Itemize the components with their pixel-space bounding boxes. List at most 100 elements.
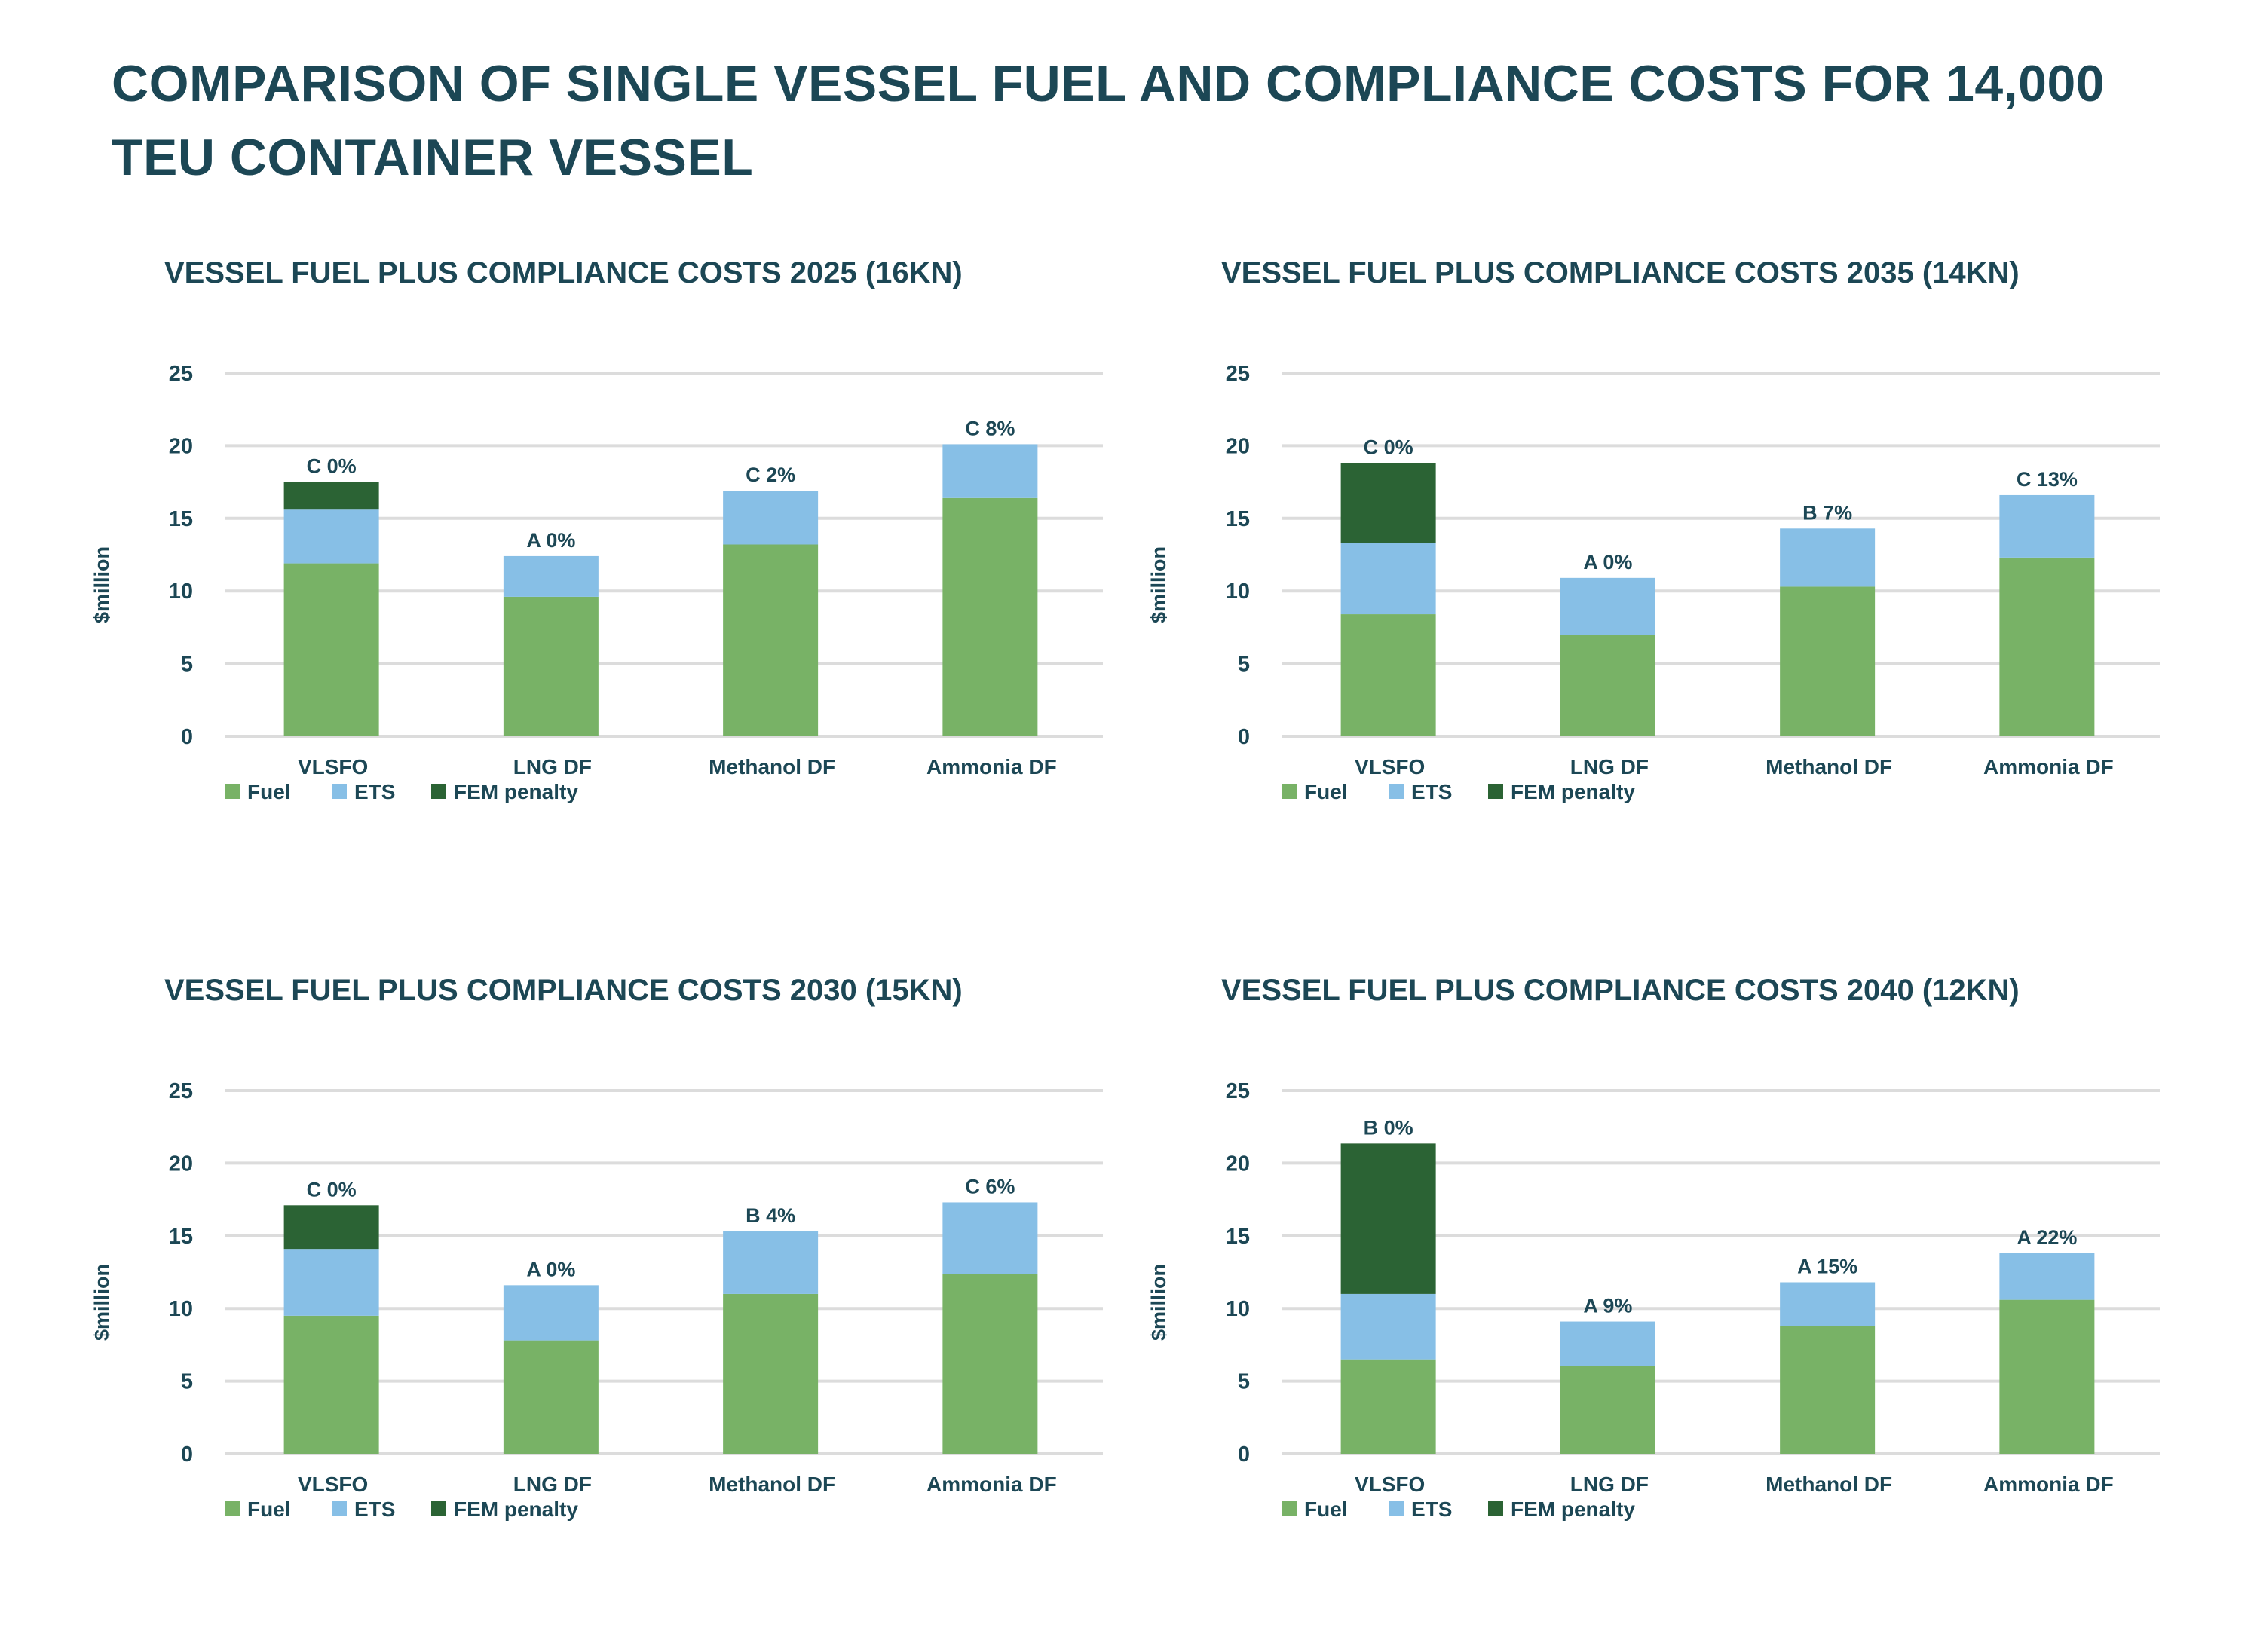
- legend-swatch: [332, 784, 347, 799]
- y-axis-title: $million: [90, 546, 113, 623]
- bar-segment-fem-penalty: [283, 1205, 379, 1250]
- data-label: A 9%: [1583, 1295, 1632, 1317]
- legend-label: ETS: [1411, 780, 1452, 803]
- data-label: A 22%: [2017, 1226, 2077, 1249]
- y-tick-label: 10: [1226, 1297, 1250, 1321]
- y-tick-label: 5: [181, 653, 193, 677]
- x-tick-label: Ammonia DF: [1983, 1473, 2114, 1496]
- y-tick-label: 5: [1238, 653, 1250, 677]
- stacked-bar-chart: 0 5 10 15 20 25 $million C 0% VLSFO A 0% LNG DF B 7…: [1147, 362, 2160, 803]
- data-label: A 15%: [1797, 1255, 1857, 1277]
- legend-swatch: [431, 784, 446, 799]
- bar-segment-ets: [1560, 1321, 1655, 1366]
- data-label: C 13%: [2017, 468, 2078, 491]
- data-label: A 0%: [526, 1258, 575, 1280]
- bar-segment-fuel: [283, 1315, 379, 1454]
- legend-swatch: [1282, 784, 1297, 799]
- y-tick-label: 25: [169, 362, 193, 386]
- y-axis-title: $million: [1147, 1264, 1170, 1341]
- y-tick-label: 15: [1226, 1225, 1250, 1249]
- legend-swatch: [1488, 1501, 1503, 1516]
- bar-segment-ets: [1780, 1282, 1876, 1326]
- chart-panel-2040: VESSEL FUEL PLUS COMPLIANCE COSTS 2040 (…: [1147, 974, 2224, 1652]
- bar-segment-fuel: [1999, 1299, 2095, 1454]
- bar-segment-fuel: [723, 1293, 819, 1454]
- data-label: B 7%: [1802, 501, 1852, 524]
- x-tick-label: Ammonia DF: [1983, 755, 2114, 779]
- bar-segment-fuel: [1999, 557, 2095, 736]
- y-tick-label: 20: [1226, 1152, 1250, 1176]
- bar-segment-fuel: [503, 596, 599, 736]
- legend-swatch: [1389, 784, 1404, 799]
- bar-segment-fem-penalty: [283, 482, 379, 510]
- x-tick-label: Methanol DF: [1766, 1473, 1892, 1496]
- bar-segment-fuel: [942, 497, 1038, 736]
- data-label: B 4%: [746, 1204, 795, 1227]
- legend-label: Fuel: [1304, 780, 1348, 803]
- legend-label: FEM penalty: [1511, 1498, 1635, 1521]
- legend-label: FEM penalty: [1511, 780, 1635, 803]
- bar-segment-ets: [942, 444, 1038, 498]
- bar-segment-ets: [283, 1249, 379, 1316]
- y-tick-label: 25: [1226, 362, 1250, 386]
- legend-label: Fuel: [247, 780, 291, 803]
- data-label: B 0%: [1364, 1116, 1413, 1139]
- bar-segment-fuel: [1780, 1326, 1876, 1454]
- y-tick-label: 15: [169, 507, 193, 531]
- y-tick-label: 10: [169, 1297, 193, 1321]
- bar-segment-ets: [1560, 577, 1655, 635]
- stacked-bar-chart: 0 5 10 15 20 25 $million B 0% VLSFO A 9% LNG DF A 1…: [1147, 1079, 2160, 1521]
- bar-segment-fem-penalty: [1340, 1143, 1436, 1294]
- x-tick-label: Ammonia DF: [926, 755, 1057, 779]
- bar-segment-fuel: [723, 544, 819, 736]
- y-tick-label: 25: [1226, 1079, 1250, 1103]
- legend-label: Fuel: [1304, 1498, 1348, 1521]
- bar-segment-fuel: [283, 563, 379, 736]
- y-tick-label: 20: [1226, 434, 1250, 458]
- x-tick-label: VLSFO: [298, 1473, 368, 1496]
- y-tick-label: 20: [169, 434, 193, 458]
- data-label: A 0%: [1583, 551, 1632, 574]
- bar-segment-ets: [1780, 528, 1876, 587]
- page-title: COMPARISON OF SINGLE VESSEL FUEL AND COM…: [112, 55, 2105, 186]
- x-tick-label: LNG DF: [1570, 755, 1649, 779]
- x-tick-label: VLSFO: [1355, 755, 1425, 779]
- legend-swatch: [1389, 1501, 1404, 1516]
- y-axis-title: $million: [90, 1264, 113, 1341]
- x-tick-label: VLSFO: [1355, 1473, 1425, 1496]
- bar-segment-fuel: [1780, 586, 1876, 736]
- legend-swatch: [225, 1501, 240, 1516]
- legend-swatch: [1282, 1501, 1297, 1516]
- y-tick-label: 10: [169, 580, 193, 604]
- chart-panel-2030: VESSEL FUEL PLUS COMPLIANCE COSTS 2030 (…: [90, 974, 1167, 1652]
- chart-panel-2025: VESSEL FUEL PLUS COMPLIANCE COSTS 2025 (…: [90, 256, 1167, 935]
- y-tick-label: 15: [169, 1225, 193, 1249]
- y-tick-label: 20: [169, 1152, 193, 1176]
- chart-panel-2035: VESSEL FUEL PLUS COMPLIANCE COSTS 2035 (…: [1147, 256, 2224, 935]
- bar-segment-ets: [1999, 494, 2095, 558]
- y-tick-label: 0: [181, 725, 193, 749]
- x-tick-label: LNG DF: [513, 755, 592, 779]
- data-label: A 0%: [526, 529, 575, 552]
- bar-segment-fuel: [942, 1274, 1038, 1454]
- legend: Fuel ETS FEM penalty: [1282, 780, 1635, 803]
- bar-segment-ets: [942, 1202, 1038, 1274]
- bar-segment-ets: [1340, 543, 1436, 615]
- bar-segment-fuel: [1340, 1359, 1436, 1454]
- y-tick-label: 15: [1226, 507, 1250, 531]
- legend-swatch: [225, 784, 240, 799]
- legend: Fuel ETS FEM penalty: [225, 780, 578, 803]
- y-tick-label: 5: [181, 1370, 193, 1394]
- chart-title: VESSEL FUEL PLUS COMPLIANCE COSTS 2040 (…: [1221, 974, 2020, 1007]
- chart-title: VESSEL FUEL PLUS COMPLIANCE COSTS 2025 (…: [164, 256, 963, 289]
- legend: Fuel ETS FEM penalty: [1282, 1498, 1635, 1521]
- legend-label: ETS: [354, 780, 395, 803]
- y-tick-label: 0: [1238, 725, 1250, 749]
- y-axis-title: $million: [1147, 546, 1170, 623]
- bar-segment-ets: [1340, 1293, 1436, 1360]
- bar-segment-ets: [503, 1285, 599, 1341]
- x-tick-label: LNG DF: [1570, 1473, 1649, 1496]
- data-label: C 2%: [746, 463, 795, 486]
- legend-swatch: [1488, 784, 1503, 799]
- stacked-bar-chart: 0 5 10 15 20 25 $million C 0% VLSFO A 0% LNG DF C 2…: [90, 362, 1103, 803]
